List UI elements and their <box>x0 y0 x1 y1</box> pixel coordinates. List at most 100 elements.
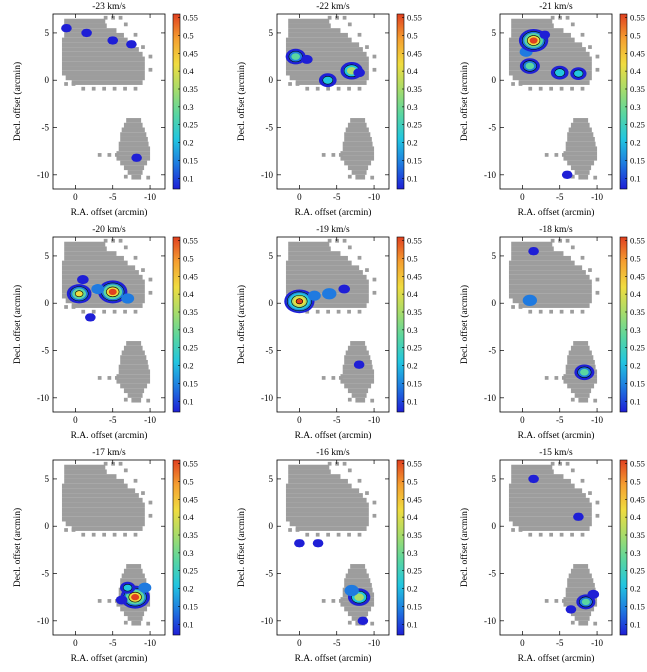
y-tick-label: -10 <box>261 616 273 626</box>
coverage-block <box>64 246 107 252</box>
coverage-block <box>355 174 366 180</box>
emission-clump <box>123 584 133 592</box>
coverage-block <box>344 606 372 612</box>
colorbar-tick-label: 0.45 <box>630 271 645 281</box>
x-axis-label: R.A. offset (arcmin) <box>71 207 148 218</box>
coverage-block <box>578 397 589 403</box>
coverage-block <box>565 146 598 152</box>
coverage-pixel <box>97 599 102 603</box>
coverage-pixel <box>347 620 352 625</box>
coverage-pixel <box>347 22 352 27</box>
coverage-pixel <box>544 599 549 603</box>
colorbar-tick-label: 0.1 <box>407 173 418 183</box>
colorbar-tick-label: 0.45 <box>407 48 422 58</box>
coverage-block <box>120 383 148 389</box>
coverage-block <box>344 578 371 583</box>
coverage-pixel <box>123 309 127 314</box>
coverage-block <box>511 464 553 470</box>
coverage-pixel <box>148 500 153 505</box>
coverage-pixel <box>64 82 68 86</box>
colorbar-tick-label: 0.2 <box>407 584 418 594</box>
coverage-block <box>574 393 590 398</box>
coverage-block <box>121 127 145 133</box>
coverage-block <box>71 80 143 85</box>
colorbar-tick-label: 0.55 <box>407 13 422 23</box>
coverage-pixel <box>570 309 574 314</box>
y-tick-label: 5 <box>45 28 50 38</box>
emission-clump <box>75 290 84 297</box>
coverage-pixel <box>372 513 377 518</box>
coverage-pixel <box>295 528 300 532</box>
x-axis-label: R.A. offset (arcmin) <box>295 207 372 218</box>
coverage-block <box>123 345 143 351</box>
x-tick-label: -10 <box>591 415 603 425</box>
colorbar-tick-label: 0.25 <box>183 343 198 353</box>
y-axis-label: Decl. offset (arcmin) <box>236 285 247 364</box>
colorbar <box>396 13 405 190</box>
coverage-pixel <box>141 268 145 272</box>
x-tick-label: 0 <box>297 415 302 425</box>
coverage-pixel <box>107 153 112 157</box>
coverage-pixel <box>133 32 138 37</box>
colorbar-tick-label: 0.35 <box>407 84 422 94</box>
coverage-block <box>61 512 145 517</box>
y-tick-label: 5 <box>45 251 50 261</box>
coverage-pixel <box>593 175 598 180</box>
coverage-block <box>342 369 375 375</box>
panel-title: -22 km/s <box>316 2 350 12</box>
x-tick-label: -5 <box>333 638 341 648</box>
colorbar-tick-label: 0.15 <box>407 601 422 611</box>
coverage-pixel <box>107 599 112 603</box>
coverage-block <box>121 573 145 579</box>
coverage-pixel <box>365 268 369 272</box>
coverage-block <box>512 521 592 527</box>
coverage-block <box>288 251 341 256</box>
coverage-block <box>131 397 142 403</box>
y-tick-label: 5 <box>492 251 497 261</box>
coverage-block <box>285 274 367 280</box>
colorbar-tick-label: 0.2 <box>630 361 641 371</box>
coverage-block <box>64 474 117 479</box>
y-tick-label: 0 <box>269 75 274 85</box>
coverage-pixel <box>91 309 96 314</box>
coverage-pixel <box>570 620 575 625</box>
coverage-block <box>512 75 592 81</box>
coverage-block <box>573 341 589 346</box>
colorbar-tick-label: 0.25 <box>407 120 422 130</box>
colorbar-tick-label: 0.5 <box>183 30 194 40</box>
coverage-block <box>64 241 106 247</box>
coverage-block <box>61 493 139 498</box>
colorbar <box>396 236 405 413</box>
coverage-pixel <box>133 86 138 91</box>
coverage-pixel <box>372 500 377 505</box>
colorbar <box>172 236 181 413</box>
emission-pixel <box>325 290 333 298</box>
coverage-block <box>574 616 590 621</box>
coverage-block <box>570 122 590 128</box>
emission-pixel <box>348 587 356 595</box>
y-axis-label: Decl. offset (arcmin) <box>459 62 470 141</box>
emission-pixel <box>124 294 132 302</box>
coverage-pixel <box>511 528 515 532</box>
coverage-block <box>285 70 369 76</box>
emission-contour <box>295 298 304 305</box>
y-tick-label: 0 <box>492 75 497 85</box>
coverage-block <box>511 478 571 484</box>
coverage-pixel <box>372 277 377 282</box>
y-tick-label: 5 <box>45 474 50 484</box>
coverage-block <box>61 56 145 62</box>
colorbar-tick-label: 0.35 <box>407 307 422 317</box>
colorbar-tick-label: 0.5 <box>630 476 641 486</box>
panel-title: -18 km/s <box>539 225 573 235</box>
coverage-pixel <box>544 376 549 380</box>
colorbar-tick-label: 0.25 <box>183 120 198 130</box>
coverage-block <box>578 620 589 626</box>
y-tick-label: -5 <box>42 123 50 133</box>
emission-contour <box>351 590 368 604</box>
coverage-block <box>64 18 106 24</box>
emission-pixel <box>355 361 363 369</box>
coverage-block <box>71 526 143 531</box>
emission-pixel <box>355 69 363 77</box>
y-tick-label: -5 <box>489 123 497 133</box>
emission-pixel <box>526 296 534 304</box>
